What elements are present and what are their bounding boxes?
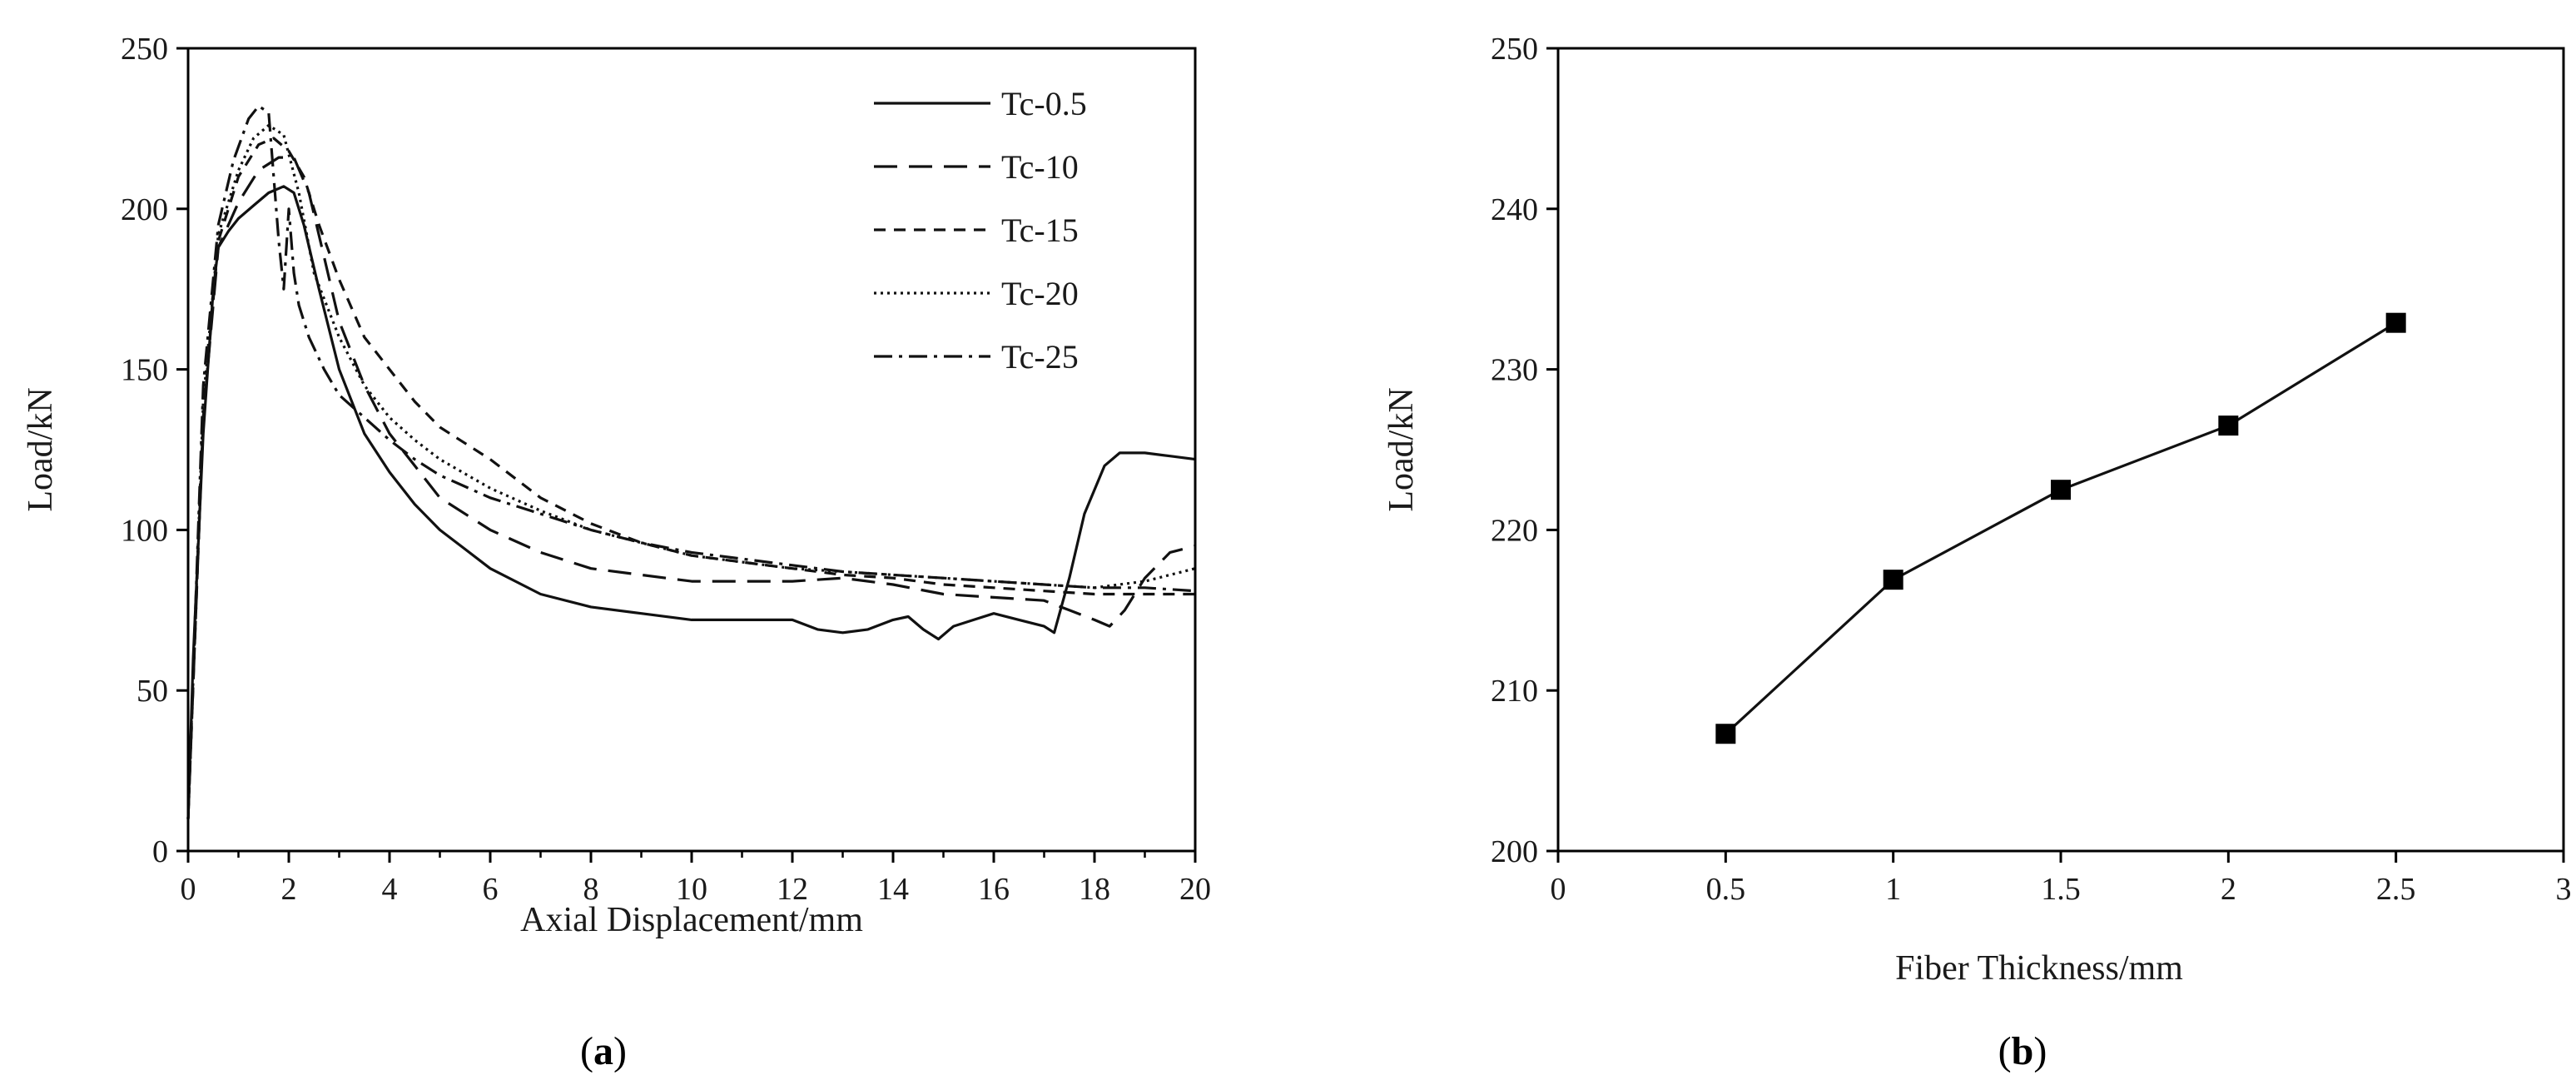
chart-a-series-line-1 bbox=[186, 185, 1196, 819]
b-y-tick-label: 240 bbox=[1491, 192, 1538, 227]
a-y-tick-label: 100 bbox=[121, 513, 168, 548]
a-x-tick-label: 14 bbox=[877, 872, 909, 907]
chart-a-series-line-5 bbox=[186, 104, 1196, 819]
a-y-tick-label: 0 bbox=[152, 834, 168, 869]
chart-b-panel-label: (b) bbox=[1998, 1029, 2047, 1073]
a-x-tick-label: 0 bbox=[181, 872, 196, 907]
chart-a-legend-label-1: Tc-0.5 bbox=[1001, 85, 1087, 122]
a-y-tick-label: 50 bbox=[136, 674, 168, 709]
chart-a: 0 2 4 6 8 10 12 14 16 18 20 0 50 100 150 200 250 Axial … bbox=[22, 32, 1211, 1073]
b-y-tick-label: 210 bbox=[1491, 674, 1538, 709]
a-x-tick-label: 16 bbox=[978, 872, 1010, 907]
chart-a-panel-label: (a) bbox=[580, 1029, 627, 1073]
chart-a-y-ticks: 0 50 100 150 200 250 bbox=[121, 32, 188, 869]
b-y-tick-label: 230 bbox=[1491, 353, 1538, 388]
b-x-tick-label: 0.5 bbox=[1706, 872, 1746, 907]
chart-b-series-group bbox=[1715, 312, 2406, 744]
b-y-tick-label: 220 bbox=[1491, 513, 1538, 548]
chart-b-series-line bbox=[1725, 321, 2397, 735]
a-x-tick-label: 2 bbox=[281, 872, 297, 907]
b-y-tick-label: 250 bbox=[1491, 32, 1538, 67]
b-x-tick-label: 2.5 bbox=[2376, 872, 2416, 907]
chart-a-series-line-4 bbox=[186, 123, 1196, 819]
chart-a-y-axis-label: Load/kN bbox=[22, 387, 60, 511]
b-x-tick-label: 1 bbox=[1885, 872, 1901, 907]
a-x-tick-label: 18 bbox=[1079, 872, 1110, 907]
chart-b-data-point bbox=[2218, 416, 2239, 436]
chart-b-panel-letter: b bbox=[2012, 1029, 2034, 1073]
chart-b-data-point bbox=[2051, 480, 2071, 500]
chart-b-y-ticks: 200 210 220 230 240 250 bbox=[1491, 32, 1558, 869]
chart-a-series-line-2 bbox=[186, 156, 1196, 819]
chart-a-x-axis-label: Axial Displacement/mm bbox=[520, 901, 863, 939]
a-y-tick-label: 200 bbox=[121, 192, 168, 227]
chart-b: 0 0.5 1 1.5 2 2.5 3 200 210 220 230 240 250 Fiber T… bbox=[1382, 32, 2572, 1073]
chart-b-data-point bbox=[1715, 724, 1736, 744]
chart-a-legend-label-2: Tc-10 bbox=[1001, 148, 1079, 186]
chart-a-legend-label-3: Tc-15 bbox=[1001, 212, 1079, 249]
chart-b-x-ticks: 0 0.5 1 1.5 2 2.5 3 bbox=[1551, 851, 2572, 907]
chart-b-y-axis-label: Load/kN bbox=[1382, 387, 1421, 511]
a-x-tick-label: 12 bbox=[777, 872, 808, 907]
chart-a-x-ticks: 0 2 4 6 8 10 12 14 16 18 20 bbox=[181, 851, 1211, 907]
chart-a-legend-label-5: Tc-25 bbox=[1001, 338, 1079, 376]
a-y-tick-label: 150 bbox=[121, 353, 168, 388]
chart-a-legend-label-4: Tc-20 bbox=[1001, 275, 1079, 312]
chart-b-x-axis-label: Fiber Thickness/mm bbox=[1895, 949, 2183, 988]
chart-b-plot-frame bbox=[1556, 47, 2565, 853]
chart-a-panel-letter: a bbox=[593, 1029, 613, 1073]
a-x-tick-label: 20 bbox=[1179, 872, 1211, 907]
chart-a-legend: Tc-0.5 Tc-10 Tc-15 Tc-20 Tc-25 bbox=[874, 85, 1087, 376]
b-x-tick-label: 2 bbox=[2221, 872, 2236, 907]
b-x-tick-label: 1.5 bbox=[2041, 872, 2081, 907]
b-x-tick-label: 3 bbox=[2556, 872, 2572, 907]
a-x-tick-label: 6 bbox=[483, 872, 499, 907]
chart-b-data-point bbox=[1883, 570, 1903, 590]
b-y-tick-label: 200 bbox=[1491, 834, 1538, 869]
a-y-tick-label: 250 bbox=[121, 32, 168, 67]
b-x-tick-label: 0 bbox=[1551, 872, 1566, 907]
a-x-tick-label: 8 bbox=[583, 872, 599, 907]
chart-b-data-point bbox=[2385, 312, 2406, 333]
a-x-tick-label: 10 bbox=[676, 872, 707, 907]
a-x-tick-label: 4 bbox=[382, 872, 398, 907]
chart-a-series-group bbox=[186, 104, 1196, 819]
